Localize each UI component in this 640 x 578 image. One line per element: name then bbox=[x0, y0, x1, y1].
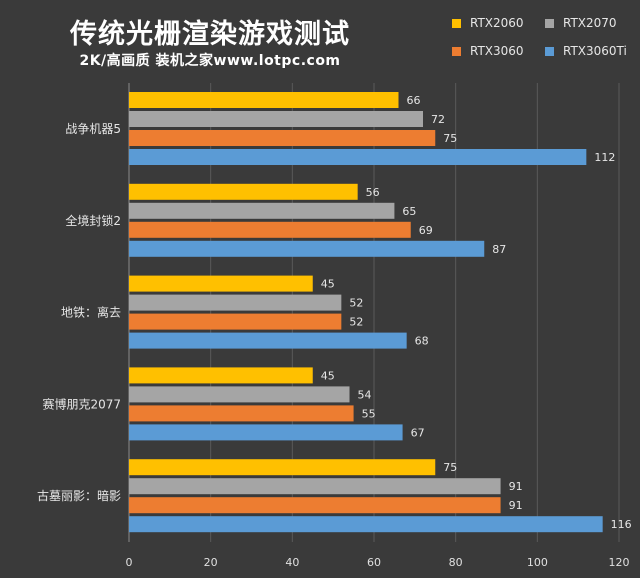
category-label: 全境封锁2 bbox=[65, 213, 121, 228]
data-label: 45 bbox=[321, 278, 335, 291]
bar bbox=[129, 183, 358, 200]
x-tick-label: 20 bbox=[204, 556, 218, 569]
data-label: 72 bbox=[431, 113, 445, 126]
data-label: 66 bbox=[407, 94, 421, 107]
legend-item-rtx3060: RTX3060 bbox=[452, 44, 524, 58]
bar bbox=[129, 516, 603, 533]
category-label: 战争机器5 bbox=[65, 122, 121, 136]
bar bbox=[129, 478, 501, 495]
legend-swatch-rtx2060 bbox=[452, 18, 461, 28]
bar bbox=[129, 497, 501, 514]
x-tick-label: 60 bbox=[367, 556, 381, 569]
data-label: 116 bbox=[611, 518, 632, 531]
bar bbox=[129, 405, 354, 422]
data-label: 56 bbox=[366, 186, 380, 199]
legend-item-rtx2070: RTX2070 bbox=[545, 16, 617, 30]
bar bbox=[129, 221, 411, 238]
x-tick-label: 80 bbox=[449, 556, 463, 569]
bar bbox=[129, 130, 436, 146]
bar bbox=[129, 367, 313, 384]
bar bbox=[129, 386, 350, 403]
legend-swatch-rtx3060ti bbox=[545, 46, 554, 56]
data-label: 45 bbox=[321, 369, 335, 382]
legend-label-rtx3060: RTX3060 bbox=[470, 44, 524, 58]
x-tick-label: 120 bbox=[609, 556, 630, 569]
bar bbox=[129, 149, 587, 165]
legend-label-rtx3060ti: RTX3060Ti bbox=[563, 44, 627, 58]
legend-item-rtx2060: RTX2060 bbox=[452, 16, 524, 30]
category-label: 古墓丽影：暗影 bbox=[37, 488, 121, 503]
data-label: 67 bbox=[411, 426, 425, 439]
data-label: 55 bbox=[362, 407, 376, 420]
data-label: 52 bbox=[349, 316, 363, 329]
chart-title: 传统光栅渲染游戏测试 bbox=[70, 19, 350, 50]
bar bbox=[129, 92, 399, 108]
data-label: 87 bbox=[492, 243, 506, 256]
bar bbox=[129, 332, 407, 349]
bar bbox=[129, 313, 342, 330]
x-tick-label: 40 bbox=[285, 556, 299, 569]
data-label: 91 bbox=[509, 499, 523, 512]
legend-label-rtx2070: RTX2070 bbox=[563, 16, 617, 30]
category-label: 地铁：离去 bbox=[61, 305, 121, 320]
bar bbox=[129, 294, 342, 311]
data-label: 68 bbox=[415, 335, 429, 348]
bar bbox=[129, 202, 395, 219]
legend-swatch-rtx2070 bbox=[545, 18, 554, 28]
legend: RTX2060 RTX2070 RTX3060 RTX3060Ti bbox=[452, 14, 638, 64]
bar bbox=[129, 275, 313, 292]
data-label: 91 bbox=[509, 480, 523, 493]
bar bbox=[129, 459, 436, 476]
data-label: 69 bbox=[419, 224, 433, 237]
data-label: 65 bbox=[402, 205, 416, 218]
bar bbox=[129, 240, 485, 257]
legend-item-rtx3060ti: RTX3060Ti bbox=[545, 44, 627, 58]
data-label: 75 bbox=[443, 132, 457, 145]
category-label: 赛博朋克2077 bbox=[42, 396, 121, 411]
legend-swatch-rtx3060 bbox=[452, 46, 461, 56]
data-label: 54 bbox=[358, 388, 372, 401]
x-tick-label: 0 bbox=[126, 556, 133, 569]
chart-subtitle: 2K/高画质 装机之家www.lotpc.com bbox=[79, 53, 341, 69]
data-label: 112 bbox=[594, 151, 615, 164]
x-tick-label: 100 bbox=[527, 556, 548, 569]
bar bbox=[129, 111, 423, 127]
data-label: 52 bbox=[349, 297, 363, 310]
data-label: 75 bbox=[443, 461, 457, 474]
bar bbox=[129, 424, 403, 441]
legend-label-rtx2060: RTX2060 bbox=[470, 16, 524, 30]
